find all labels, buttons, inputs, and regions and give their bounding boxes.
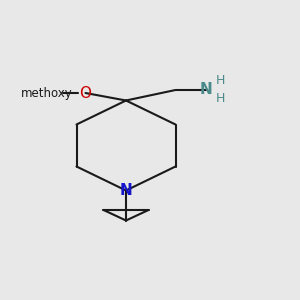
Text: H: H [216, 74, 225, 88]
Text: methoxy: methoxy [21, 86, 72, 100]
Text: N: N [199, 82, 212, 98]
Text: H: H [216, 92, 225, 106]
Text: N: N [120, 183, 132, 198]
Text: O: O [80, 85, 92, 100]
